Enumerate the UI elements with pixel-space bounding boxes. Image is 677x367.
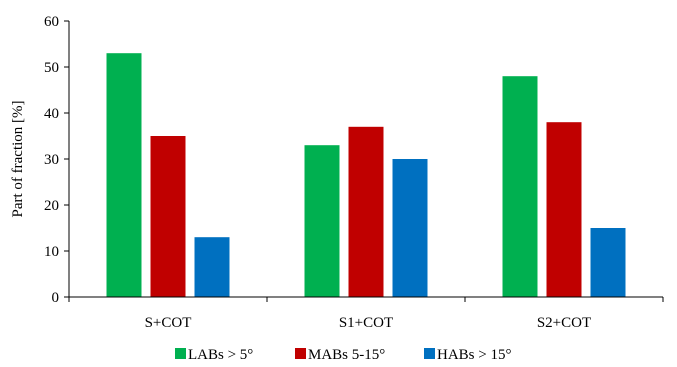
y-ticks-group: 0 10 20 30 40 50 60 (44, 14, 69, 306)
bar-3-2 (392, 159, 428, 297)
y-tick-label: 50 (44, 60, 59, 76)
legend-swatch (175, 348, 186, 359)
bar-3-1 (194, 237, 230, 297)
y-tick-label: 40 (44, 106, 59, 122)
bar-1-2 (304, 145, 340, 297)
y-tick-label: 60 (44, 14, 59, 30)
y-tick-label: 20 (44, 198, 59, 214)
y-tick-label: 0 (52, 290, 60, 306)
y-axis-title: Part of fraction [%] (10, 100, 26, 217)
bar-1-1 (106, 53, 142, 298)
bar-2-2 (348, 126, 384, 297)
legend-swatch (424, 348, 435, 359)
bar-3-3 (590, 228, 626, 297)
y-tick-label: 30 (44, 152, 59, 168)
legend-swatch (295, 348, 306, 359)
x-category-label: S+COT (145, 315, 192, 331)
legend-label: LABs > 5° (188, 347, 253, 363)
legend: LABs > 5° MABs 5-15° HABs > 15° (175, 347, 511, 363)
x-category-label: S1+COT (339, 315, 393, 331)
legend-label: HABs > 15° (437, 347, 511, 363)
bar-2-3 (546, 122, 582, 297)
bar-2-1 (150, 136, 186, 297)
x-labels-group: S+COT S1+COT S2+COT (68, 297, 664, 331)
legend-label: MABs 5-15° (308, 347, 385, 363)
y-tick-label: 10 (44, 244, 59, 260)
x-category-label: S2+COT (537, 315, 591, 331)
bars-group (106, 53, 626, 298)
bar-1-3 (502, 76, 538, 297)
